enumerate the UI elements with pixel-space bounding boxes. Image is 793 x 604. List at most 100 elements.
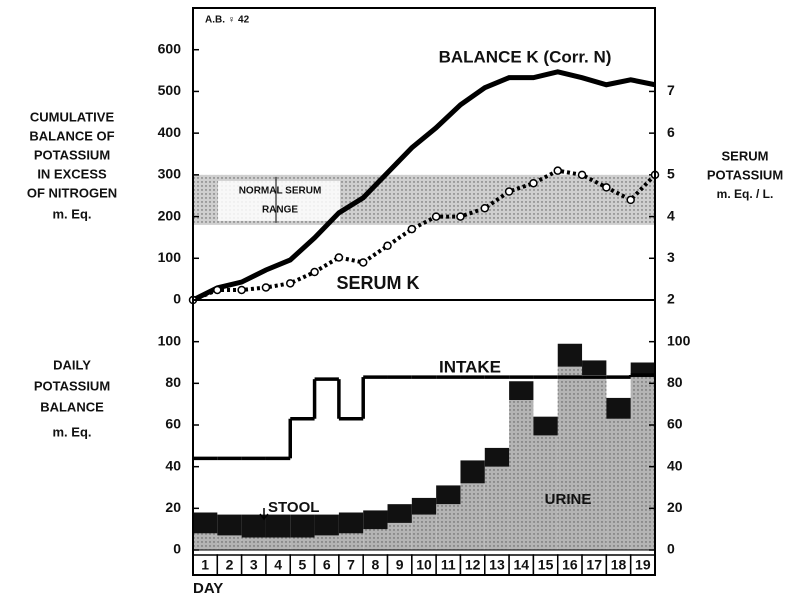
serum-point bbox=[334, 253, 344, 262]
bar-texture bbox=[460, 483, 485, 550]
serum-point bbox=[213, 285, 222, 295]
serum-point bbox=[553, 166, 562, 175]
x-axis-label: DAY bbox=[193, 580, 223, 597]
y-tick-label: 400 bbox=[158, 124, 182, 140]
y2-tick-label: 5 bbox=[667, 166, 675, 182]
y2-tick-label: 7 bbox=[667, 82, 675, 98]
y-tick-label: 0 bbox=[173, 541, 181, 557]
x-tick-label: 3 bbox=[250, 557, 258, 573]
x-tick-label: 1 bbox=[201, 557, 209, 573]
series-label: URINE bbox=[545, 491, 592, 508]
y-tick-label: 100 bbox=[158, 249, 182, 265]
x-tick-label: 6 bbox=[323, 557, 331, 573]
bar-texture bbox=[217, 535, 242, 550]
y-tick-label: 300 bbox=[158, 166, 182, 182]
bar-texture bbox=[363, 529, 388, 550]
serum-point bbox=[602, 183, 611, 192]
bar-texture bbox=[557, 366, 583, 550]
y-axis-label: POTASSIUM bbox=[34, 147, 110, 162]
stool-bar bbox=[338, 512, 364, 534]
y-axis-label: BALANCE bbox=[40, 399, 104, 414]
bar-texture bbox=[193, 533, 218, 550]
y2-axis-unit: m. Eq. / L. bbox=[717, 187, 774, 201]
band-label-bg bbox=[218, 180, 340, 221]
serum-point bbox=[431, 212, 441, 221]
stool-arrow bbox=[259, 508, 269, 521]
y-tick-label: 200 bbox=[158, 207, 182, 223]
x-tick-label: 17 bbox=[586, 557, 602, 573]
serum-point bbox=[358, 258, 368, 267]
y-axis-label: BALANCE OF bbox=[29, 128, 114, 143]
y2-tick-label: 3 bbox=[667, 249, 675, 265]
serum-point bbox=[504, 187, 514, 196]
y-tick-label: 0 bbox=[173, 291, 181, 307]
stool-bar bbox=[387, 504, 412, 523]
y-tick-label: 500 bbox=[158, 82, 182, 98]
annotation: A.B. ♀ 42 bbox=[205, 15, 250, 26]
x-tick-label: 15 bbox=[538, 557, 554, 573]
x-tick-label: 8 bbox=[371, 557, 379, 573]
plot-frame bbox=[192, 7, 656, 576]
y-tick-label: 100 bbox=[158, 332, 182, 348]
y-tick-label: 600 bbox=[158, 40, 182, 56]
y-tick-label: 60 bbox=[165, 416, 181, 432]
stool-bar bbox=[460, 460, 485, 484]
series-label: STOOL bbox=[268, 499, 319, 516]
stool-bar bbox=[436, 485, 461, 505]
y-axis-label: DAILY bbox=[53, 357, 91, 372]
y-tick-label: 80 bbox=[165, 374, 181, 390]
x-tick-label: 19 bbox=[635, 557, 651, 573]
serum-point bbox=[383, 241, 392, 251]
y2-tick-label: 100 bbox=[667, 332, 691, 348]
stool-bar bbox=[290, 514, 315, 538]
series-label: INTAKE bbox=[439, 357, 501, 376]
y-axis-label: POTASSIUM bbox=[34, 378, 110, 393]
y2-axis-label: POTASSIUM bbox=[707, 167, 783, 182]
stool-bar bbox=[557, 343, 583, 367]
bar-texture bbox=[314, 535, 339, 550]
y2-tick-label: 6 bbox=[667, 124, 675, 140]
serum-point bbox=[261, 283, 271, 292]
stool-bar bbox=[241, 514, 266, 538]
bar-texture bbox=[606, 418, 631, 550]
y-tick-label: 20 bbox=[165, 499, 181, 515]
bar-texture bbox=[436, 504, 461, 550]
x-tick-label: 12 bbox=[465, 557, 481, 573]
x-tick-label: 7 bbox=[347, 557, 355, 573]
y-axis-unit: m. Eq. bbox=[52, 424, 91, 439]
bar-texture bbox=[241, 537, 266, 550]
bar-texture bbox=[582, 375, 607, 550]
serum-point bbox=[237, 285, 246, 295]
y2-tick-label: 0 bbox=[667, 541, 675, 557]
stool-bar bbox=[314, 514, 339, 536]
x-tick-label: 2 bbox=[226, 557, 234, 573]
serum-point bbox=[577, 170, 587, 180]
band-label: NORMAL SERUM bbox=[239, 185, 322, 196]
x-tick-label: 5 bbox=[299, 557, 307, 573]
serum-point bbox=[456, 212, 465, 221]
stool-bar bbox=[582, 360, 607, 375]
stool-bar bbox=[606, 397, 631, 419]
y2-tick-label: 40 bbox=[667, 457, 683, 473]
serum-point bbox=[480, 203, 490, 213]
stool-bar bbox=[484, 447, 510, 467]
y-axis-label: IN EXCESS bbox=[37, 166, 107, 181]
x-tick-label: 13 bbox=[489, 557, 505, 573]
bar-texture bbox=[265, 537, 291, 550]
x-tick-label: 10 bbox=[416, 557, 432, 573]
x-tick-label: 9 bbox=[396, 557, 404, 573]
stool-bar bbox=[193, 512, 218, 534]
bar-texture bbox=[387, 522, 412, 550]
y-axis-label: CUMULATIVE bbox=[30, 109, 115, 124]
y2-axis-label: SERUM bbox=[722, 148, 769, 163]
serum-point bbox=[407, 224, 417, 234]
series-label: SERUM K bbox=[336, 273, 419, 293]
series-label: BALANCE K (Corr. N) bbox=[439, 47, 612, 66]
y-axis-unit: m. Eq. bbox=[52, 206, 91, 221]
stool-bar bbox=[363, 510, 388, 530]
stool-bar bbox=[217, 514, 242, 536]
y-axis-label: OF NITROGEN bbox=[27, 185, 117, 200]
x-tick-label: 16 bbox=[562, 557, 578, 573]
x-tick-label: 18 bbox=[611, 557, 627, 573]
